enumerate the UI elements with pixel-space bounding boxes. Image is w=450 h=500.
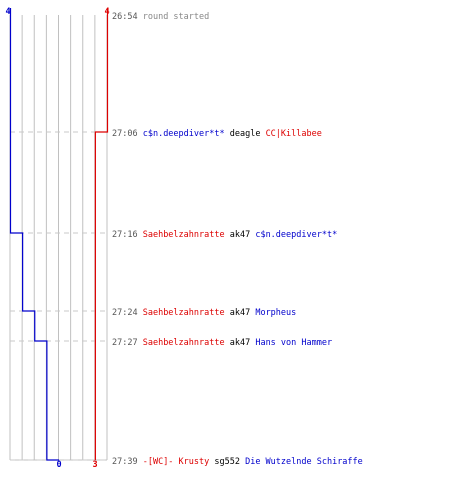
player-grid [9,15,108,461]
event-log: 26:54 round started 27:06 c$n.deepdiver*t… [112,12,363,467]
count-labels: 4 4 0 3 [5,7,109,470]
event-row: 26:54 round started [112,12,209,22]
event-time: 27:27 [112,338,143,348]
event-killer: Saehbelzahnratte [143,338,225,348]
event-weapon: deagle [225,129,266,139]
red-team-step-line [94,8,109,460]
event-killer: Saehbelzahnratte [143,308,225,318]
blue-end-count-label: 0 [56,460,61,470]
red-end-count-label: 3 [92,460,97,470]
event-time: 27:16 [112,230,143,240]
event-row: 27:27 Saehbelzahnratte ak47 Hans von Ham… [112,338,332,348]
event-time: 27:24 [112,308,143,318]
event-victim: Hans von Hammer [255,338,332,348]
event-weapon: ak47 [225,338,256,348]
event-row: 27:16 Saehbelzahnratte ak47 c$n.deepdive… [112,230,337,240]
event-killer: -[WC]- Krusty [143,457,210,467]
red-start-count-label: 4 [104,7,109,17]
event-victim: CC|Killabee [266,129,322,139]
event-killer: Saehbelzahnratte [143,230,225,240]
event-time: 27:06 [112,129,143,139]
event-row: 27:39 -[WC]- Krusty sg552 Die Wutzelnde … [112,457,363,467]
event-victim: Die Wutzelnde Schiraffe [245,457,363,467]
event-victim: c$n.deepdiver*t* [255,230,337,240]
event-time: 26:54 [112,12,143,22]
event-row: 27:06 c$n.deepdiver*t* deagle CC|Killabe… [112,129,322,139]
event-weapon: ak47 [225,230,256,240]
event-time: 27:39 [112,457,143,467]
event-victim: Morpheus [255,308,296,318]
event-killer: c$n.deepdiver*t* [143,129,225,139]
alive-count-lines [9,8,109,461]
blue-team-step-line [9,8,59,461]
event-weapon: ak47 [225,308,256,318]
blue-start-count-label: 4 [5,7,10,17]
event-row: 27:24 Saehbelzahnratte ak47 Morpheus [112,308,296,318]
event-text: round started [143,12,210,22]
event-weapon: sg552 [209,457,245,467]
